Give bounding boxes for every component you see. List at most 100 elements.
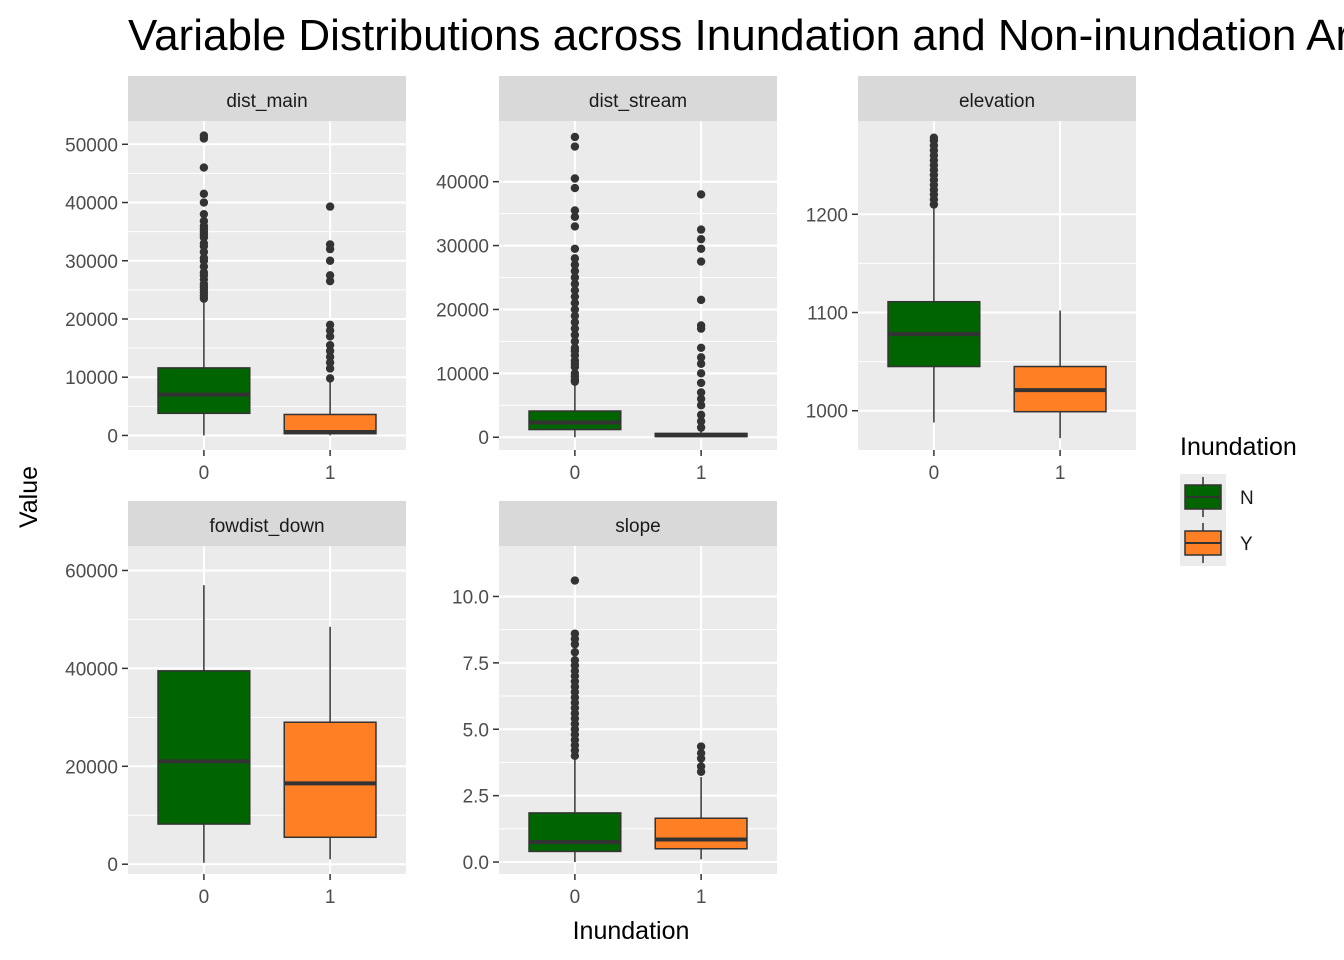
- y-tick-label: 40000: [65, 194, 118, 215]
- outlier-point: [570, 273, 580, 282]
- outlier-point: [696, 190, 706, 199]
- box-1: [654, 742, 748, 860]
- box-1: [283, 202, 377, 436]
- outlier-point: [570, 174, 580, 183]
- outlier-point: [570, 254, 580, 263]
- legend-label: Y: [1240, 534, 1253, 555]
- facet-strip: [128, 76, 406, 121]
- outlier-point: [696, 359, 706, 368]
- facet-strip: [858, 76, 1136, 121]
- outlier-point: [570, 266, 580, 276]
- outlier-point: [325, 240, 335, 249]
- y-tick-label: 30000: [65, 252, 118, 273]
- facet-strip-label: dist_main: [226, 91, 307, 112]
- outlier-point: [570, 330, 580, 340]
- outlier-point: [696, 343, 706, 352]
- y-tick-label: 50000: [65, 135, 118, 156]
- box-body: [157, 670, 251, 825]
- outlier-point: [570, 244, 580, 253]
- box-body: [654, 817, 748, 850]
- y-tick-label: 0: [107, 426, 118, 447]
- outlier-point: [325, 202, 335, 211]
- x-tick-label: 1: [325, 887, 336, 908]
- x-tick-label: 1: [1055, 463, 1066, 484]
- outlier-point: [696, 401, 706, 410]
- legend-item-n: N: [1180, 474, 1254, 520]
- outlier-point: [696, 762, 706, 771]
- y-tick-label: 7.5: [463, 654, 489, 675]
- box-1: [1013, 310, 1107, 439]
- x-tick-label: 0: [199, 463, 210, 484]
- outlier-point: [570, 343, 580, 352]
- facet-strip-label: slope: [615, 516, 660, 537]
- outlier-point: [570, 656, 580, 665]
- outlier-point: [570, 318, 580, 327]
- outlier-point: [696, 410, 706, 420]
- outlier-point: [696, 378, 706, 388]
- y-tick-label: 0: [107, 855, 118, 876]
- y-tick-label: 1100: [807, 304, 848, 325]
- outlier-point: [570, 311, 580, 321]
- y-tick-label: 40000: [65, 659, 118, 680]
- outlier-point: [570, 183, 580, 193]
- x-tick-label: 0: [929, 463, 940, 484]
- outlier-point: [696, 353, 706, 362]
- outlier-point: [325, 364, 335, 373]
- outlier-point: [696, 225, 706, 234]
- outlier-point: [696, 748, 706, 758]
- outlier-point: [696, 244, 706, 253]
- facet-strip: [499, 501, 777, 546]
- outlier-point: [325, 340, 335, 350]
- box-0: [887, 133, 981, 423]
- box-1: [283, 626, 377, 860]
- box-0: [157, 585, 251, 863]
- y-axis-title: Value: [15, 466, 43, 528]
- facet-strip: [499, 76, 777, 121]
- x-tick-label: 1: [696, 887, 707, 908]
- outlier-point: [199, 163, 209, 172]
- outlier-point: [325, 332, 335, 341]
- outlier-point: [696, 388, 706, 397]
- outlier-point: [570, 260, 580, 269]
- legend-title: Inundation: [1180, 433, 1297, 461]
- y-tick-label: 20000: [65, 310, 118, 331]
- y-tick-label: 20000: [436, 300, 489, 321]
- facet-strip: [128, 501, 406, 546]
- y-tick-label: 5.0: [463, 720, 489, 741]
- outlier-point: [199, 253, 209, 263]
- y-tick-label: 30000: [436, 237, 489, 258]
- facet-strip-label: elevation: [959, 91, 1035, 112]
- outlier-point: [696, 257, 706, 266]
- x-tick-label: 1: [325, 463, 336, 484]
- x-tick-label: 1: [696, 463, 707, 484]
- x-tick-label: 0: [570, 463, 581, 484]
- box-0: [157, 131, 251, 436]
- outlier-point: [570, 576, 580, 585]
- outlier-point: [570, 648, 580, 657]
- facet-dist-main: dist_main 0 10000 20000 30000 40000 50000 0 1: [65, 76, 406, 484]
- y-tick-label: 10000: [65, 368, 118, 389]
- outlier-point: [199, 216, 209, 226]
- outlier-point: [570, 324, 580, 333]
- outlier-point: [570, 279, 580, 289]
- outlier-point: [696, 295, 706, 305]
- box-body: [283, 721, 377, 839]
- legend-label: N: [1240, 488, 1254, 509]
- y-tick-label: 1000: [806, 402, 848, 423]
- outlier-point: [570, 298, 580, 308]
- outlier-point: [570, 337, 580, 346]
- outlier-point: [570, 142, 580, 151]
- outlier-point: [325, 320, 335, 330]
- outlier-point: [570, 206, 580, 215]
- facet-elevation: elevation 1000 1100 1200 0 1: [806, 76, 1136, 484]
- outlier-point: [325, 256, 335, 265]
- x-axis-title: Inundation: [573, 917, 690, 945]
- outlier-point: [570, 369, 580, 378]
- y-tick-label: 0.0: [463, 853, 489, 874]
- y-tick-label: 10.0: [452, 587, 489, 608]
- facet-dist-stream: dist_stream 0 10000 20000 30000 40000 0 1: [436, 76, 777, 484]
- outlier-point: [325, 276, 335, 286]
- outlier-point: [199, 189, 209, 198]
